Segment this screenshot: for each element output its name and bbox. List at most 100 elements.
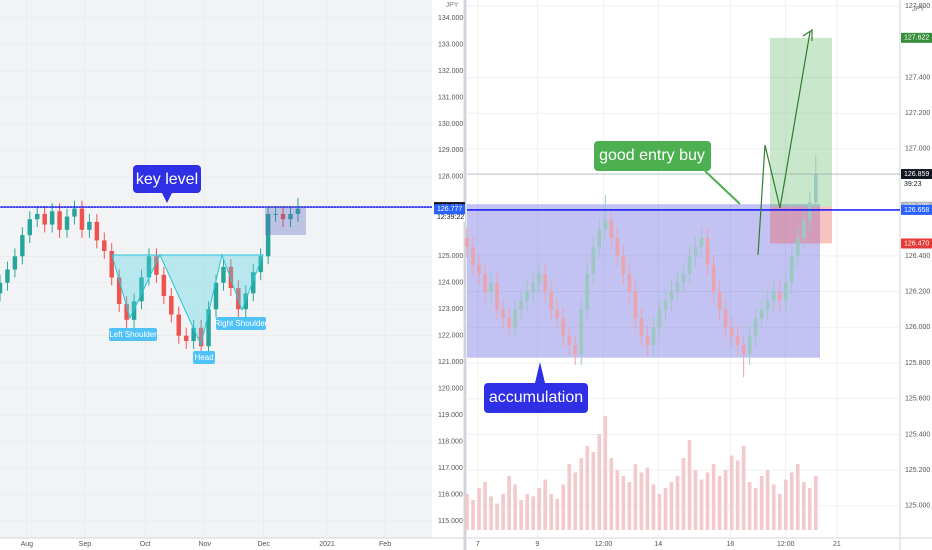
countdown-box (901, 179, 932, 190)
volume-bar (814, 476, 818, 530)
y-tick-label: 125.000 (905, 503, 930, 510)
volume-bar (723, 470, 728, 530)
candle-body (109, 250, 114, 278)
volume-bar (645, 467, 650, 530)
left-shoulder-box (109, 328, 157, 341)
candle-body (154, 256, 159, 275)
candle-body (477, 264, 481, 274)
candle-body (729, 327, 734, 337)
candle-body (543, 273, 547, 292)
candle-body (609, 220, 614, 239)
volume-bar (795, 464, 800, 530)
accumulation-zone (467, 204, 820, 358)
volume-bar (633, 464, 638, 530)
candle-body (471, 247, 475, 265)
countdown: 12:39:22 (437, 214, 464, 221)
volume-bar (639, 472, 644, 530)
x-tick-label: 16 (727, 541, 735, 548)
volume-bar (609, 458, 614, 530)
candle-body (735, 336, 740, 346)
volume-bar (483, 482, 487, 530)
volume-bar (555, 498, 560, 530)
y-tick-label: 115.000 (438, 518, 463, 525)
volume-bar (801, 482, 806, 530)
y-tick-label: 125.400 (905, 431, 930, 438)
candle-body (741, 345, 746, 355)
y-tick-label: 133.000 (438, 41, 463, 48)
y-tick-label: 121.000 (438, 359, 463, 366)
x-tick-label: 12:00 (595, 541, 613, 548)
candle-body (567, 336, 572, 346)
volume-bar (771, 484, 776, 530)
volume-bar (519, 500, 523, 530)
candle-body (723, 309, 728, 328)
y-tick-label: 127.000 (905, 146, 930, 153)
candle-body (597, 229, 602, 248)
countdown-box (434, 212, 465, 223)
candle-body (507, 318, 511, 328)
candle-body (537, 273, 541, 283)
price-label-box (901, 169, 932, 180)
candle-body (651, 327, 656, 346)
volume-bar (507, 476, 511, 530)
volume-bar (543, 479, 547, 530)
candle-body (561, 318, 566, 337)
entry-label: good entry buy (599, 147, 705, 164)
volume-bar (651, 484, 656, 530)
price-label-box (901, 238, 932, 249)
candle-body (795, 238, 800, 256)
candle-body (465, 238, 469, 248)
candle-body (501, 309, 505, 319)
x-tick-label: Dec (257, 541, 270, 548)
candle-body (258, 256, 263, 273)
volume-bar (567, 464, 572, 530)
candle-body (198, 327, 204, 347)
candle-body (191, 327, 196, 342)
head-label: Head (194, 353, 213, 362)
y-tick-label: 123.000 (438, 306, 463, 313)
candle-body (206, 309, 211, 347)
y-tick-label: 125.600 (905, 396, 930, 403)
entry-pointer (704, 170, 741, 205)
left-price-axis (432, 0, 467, 550)
candle-body (483, 273, 487, 292)
volume-bar (699, 479, 704, 530)
key-level-box (133, 165, 201, 193)
candle-body (146, 256, 152, 278)
x-tick-label: 12:00 (777, 541, 795, 548)
volume-bar (621, 476, 626, 530)
target-area (770, 37, 832, 207)
volume-bar (585, 446, 590, 530)
candle-body (777, 291, 782, 301)
price-label-box (901, 204, 932, 215)
price-label: 126.777 (437, 206, 462, 213)
head-shoulders-pattern (111, 253, 264, 347)
volume-bar (753, 488, 758, 530)
stop-area (770, 206, 832, 244)
y-tick-label: 118.000 (438, 438, 463, 445)
y-tick-label: 124.000 (438, 280, 463, 287)
volume-bar (729, 455, 734, 530)
y-tick-label: 125.000 (438, 253, 463, 260)
candle-body (519, 300, 523, 310)
volume-bar (573, 472, 578, 530)
volume-bar (675, 476, 680, 530)
candle-body (288, 213, 293, 220)
candle-body (64, 216, 70, 230)
price-label: 127.622 (904, 35, 929, 42)
volume-bar (789, 472, 794, 530)
volume-bar (489, 496, 493, 530)
volume-bar (735, 460, 740, 530)
candle-body (35, 213, 40, 220)
candle-body (525, 291, 529, 301)
y-tick-label: 126.200 (905, 289, 930, 296)
entry-box (594, 141, 711, 171)
volume-bar (537, 488, 541, 530)
x-tick-label: 2021 (319, 541, 335, 548)
candle-body (783, 282, 788, 301)
y-tick-label: 126.000 (905, 324, 930, 331)
candle-body (72, 208, 77, 217)
right-shoulder-box (216, 317, 266, 330)
